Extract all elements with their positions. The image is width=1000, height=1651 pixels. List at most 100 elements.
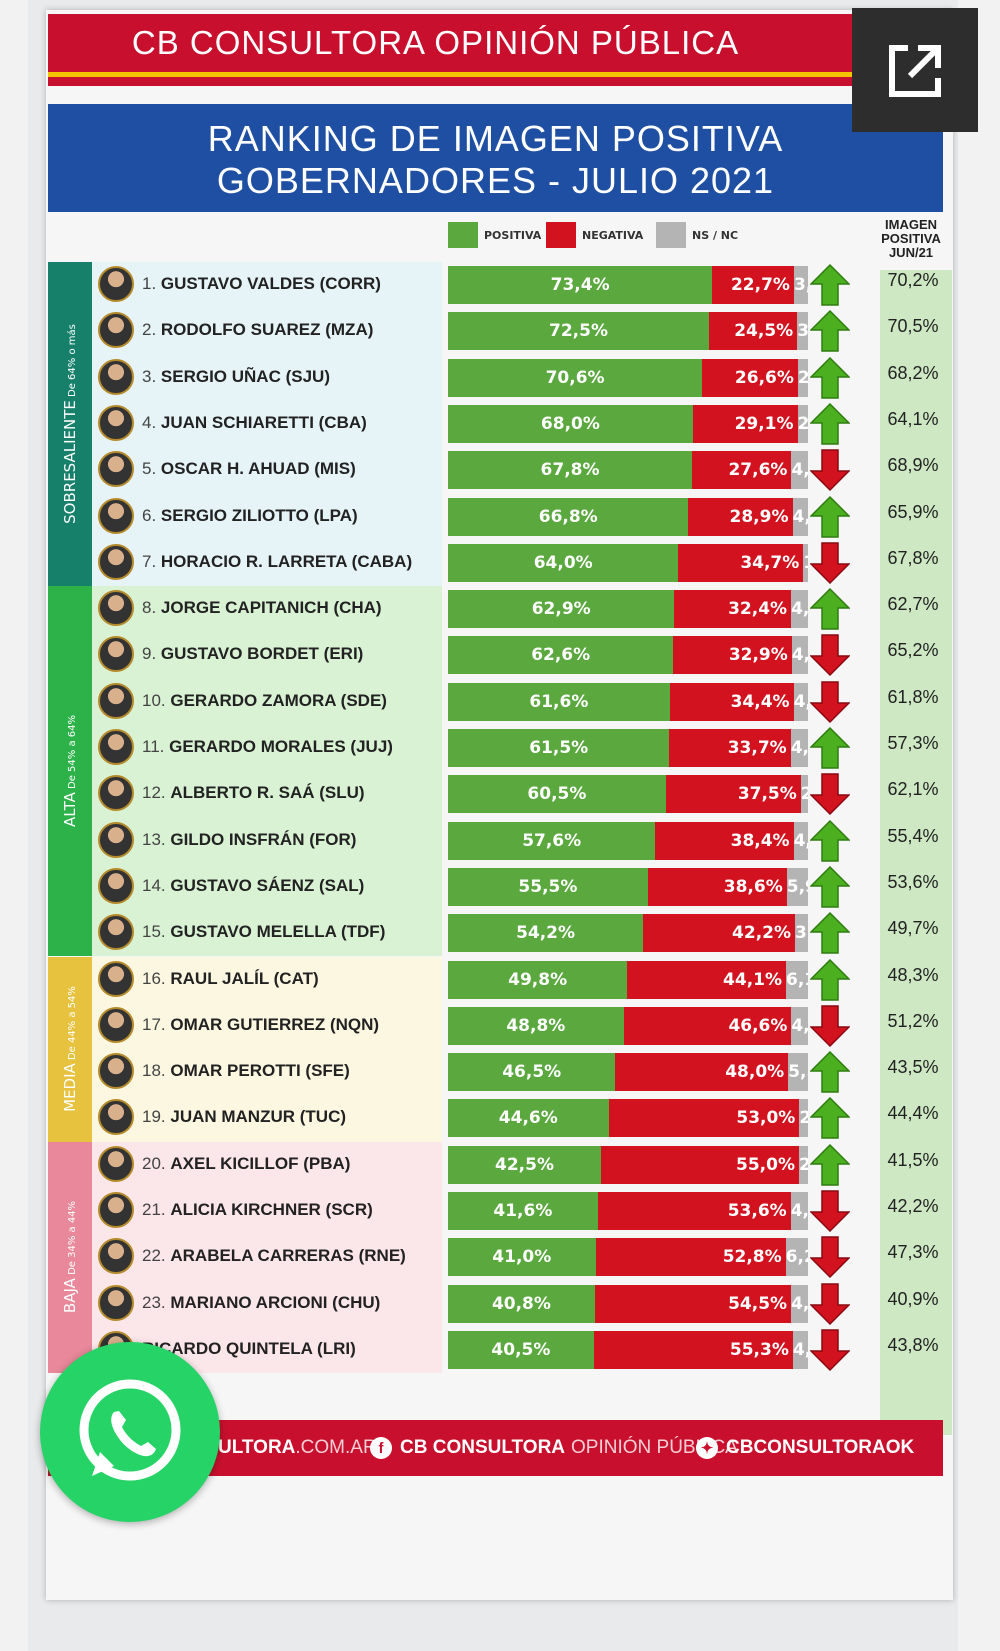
arrow-up-icon [810, 865, 850, 908]
rank-number: 8. [142, 598, 161, 618]
bar-nsnc: 4,8 [790, 729, 808, 767]
bar-positiva: 46,5% [448, 1053, 616, 1092]
rank-number: 5. [142, 459, 161, 479]
governor-name: 12. ALBERTO R. SAÁ (SLU) [142, 783, 365, 803]
rank-number: 18. [142, 1061, 171, 1081]
rank-number: 23. [142, 1292, 171, 1312]
governor-label: GUSTAVO BORDET (ERI) [160, 644, 364, 664]
legend-swatch-positiva [448, 222, 478, 248]
title-banner: RANKING DE IMAGEN POSITIVA GOBERNADORES … [48, 104, 943, 212]
bar-negativa: 22,7% [712, 266, 794, 304]
bar-positiva: 48,8% [448, 1006, 624, 1045]
rank-number: 1. [142, 274, 161, 293]
bar-nsnc: 3,9 [793, 266, 808, 304]
stacked-bar: 55,5%38,6%5,9 [448, 867, 808, 906]
governor-name: 9. GUSTAVO BORDET (ERI) [142, 644, 363, 664]
bar-positiva: 60,5% [448, 775, 666, 814]
governor-name: 11. GERARDO MORALES (JUJ) [142, 737, 393, 757]
ranking-row: 4. JUAN SCHIARETTI (CBA) 68,0%29,1%2,9 64,… [92, 401, 952, 447]
arrow-up-icon [810, 495, 850, 538]
governor-label: HORACIO R. LARRETA (CABA) [160, 551, 413, 571]
prev-imagen-value: 55,4% [887, 825, 939, 846]
avatar [98, 821, 134, 858]
governor-name: 8. JORGE CAPITANICH (CHA) [142, 598, 382, 618]
footer-facebook[interactable]: f CB CONSULTORA OPINIÓN PÚBLICA [370, 1437, 738, 1459]
ranking-row: 3. SERGIO UÑAC (SJU) 70,6%26,6%2,8 68,2% [92, 355, 952, 401]
footer-website[interactable]: ULTORA.COM.AR [218, 1437, 377, 1459]
whatsapp-icon [79, 1379, 181, 1481]
ranking-row: 23. MARIANO ARCIONI (CHU)40,8%54,5%4,740… [92, 1281, 952, 1327]
bar-negativa: 54,5% [594, 1284, 792, 1323]
expand-button[interactable] [852, 8, 978, 132]
governor-name: 13. GILDO INSFRÁN (FOR) [142, 830, 356, 850]
legend-swatch-nsnc [656, 222, 686, 248]
governor-label: JUAN SCHIARETTI (CBA) [160, 412, 367, 432]
prev-imagen-value: 65,9% [887, 501, 939, 522]
stacked-bar: 49,8%44,1%6,1 [448, 960, 808, 999]
bar-positiva: 49,8% [448, 960, 628, 999]
bar-positiva: 40,5% [448, 1330, 594, 1369]
governor-label: ALBERTO R. SAÁ (SLU) [170, 783, 365, 803]
whatsapp-button[interactable] [40, 1342, 220, 1522]
bar-positiva: 61,5% [448, 729, 670, 767]
bar-positiva: 62,6% [448, 636, 674, 675]
bar-negativa: 38,4% [655, 821, 794, 860]
rank-number: 17. [142, 1014, 171, 1034]
arrow-up-icon [810, 1097, 850, 1140]
bar-positiva: 42,5% [448, 1145, 601, 1184]
arrow-down-icon [810, 1282, 850, 1325]
avatar [98, 590, 134, 627]
bar-nsnc: 4,3 [792, 497, 808, 536]
prev-imagen-value: 51,2% [887, 1010, 939, 1031]
bar-nsnc: 5,5 [788, 1053, 808, 1092]
governor-name: 22. ARABELA CARRERAS (RNE) [142, 1246, 406, 1266]
bar-nsnc: 4,5 [791, 636, 808, 675]
bar-negativa: 26,6% [702, 358, 798, 397]
legend-label-nsnc: NS / NC [692, 228, 739, 242]
avatar [98, 1238, 134, 1275]
governor-label: ALICIA KIRCHNER (SCR) [170, 1200, 373, 1219]
bar-nsnc: 6,1 [786, 960, 808, 999]
stacked-bar: 68,0%29,1%2,9 [448, 404, 808, 443]
bar-nsnc: 1,3 [803, 543, 808, 582]
rank-number: 3. [142, 366, 161, 386]
arrow-down-icon [810, 542, 850, 584]
bar-negativa: 53,6% [597, 1192, 791, 1230]
band-label: ALTA De 54% a 64% [61, 715, 79, 827]
bar-negativa: 33,7% [669, 729, 791, 767]
bar-nsnc: 4,0 [793, 821, 808, 860]
prev-imagen-value: 70,5% [887, 316, 939, 337]
ranking-row: 16. RAUL JALÍL (CAT) 49,8%44,1%6,1 48,3% [92, 957, 952, 1003]
prev-imagen-value: 40,9% [887, 1288, 939, 1309]
stacked-bar: 41,6%53,6%4,8 [448, 1192, 808, 1230]
prev-imagen-value: 62,7% [887, 594, 939, 615]
arrow-up-icon [810, 1143, 850, 1186]
ranking-row: 22. ARABELA CARRERAS (RNE)41,0%52,8%6,24… [92, 1234, 952, 1280]
governor-label: GUSTAVO MELELLA (TDF) [170, 922, 386, 942]
bar-nsnc: 4,2 [792, 1330, 808, 1369]
rank-number: 4. [142, 412, 161, 432]
bar-negativa: 53,0% [608, 1099, 800, 1138]
bar-negativa: 34,7% [678, 543, 804, 582]
bar-negativa: 52,8% [595, 1238, 786, 1277]
governor-name: 14. GUSTAVO SÁENZ (SAL) [142, 876, 364, 896]
governor-name: 18. OMAR PEROTTI (SFE) [142, 1061, 350, 1081]
avatar [98, 1099, 134, 1136]
twitter-icon: ✦ [696, 1437, 718, 1459]
stacked-bar: 61,5%33,7%4,8 [448, 729, 808, 767]
footer-twitter[interactable]: ✦ CBCONSULTORAOK [696, 1437, 914, 1459]
band-label-range: De 64% o más [67, 324, 79, 401]
rank-number: 21. [142, 1200, 171, 1219]
bar-negativa: 38,6% [647, 867, 787, 906]
bar-nsnc: 4,7 [791, 590, 808, 629]
ranking-row: 13. GILDO INSFRÁN (FOR) 57,6%38,4%4,0 55,4… [92, 818, 952, 864]
bar-nsnc: 5,9 [786, 867, 808, 906]
band-label-range: De 54% a 64% [67, 715, 78, 793]
governor-label: GILDO INSFRÁN (FOR) [170, 829, 357, 849]
governor-name: 1. GUSTAVO VALDES (CORR) [142, 274, 381, 294]
bar-negativa: 37,5% [665, 775, 801, 814]
legend-swatch-negativa [546, 222, 576, 248]
ranking-row: 21. ALICIA KIRCHNER (SCR) 41,6%53,6%4,8 42… [92, 1188, 952, 1234]
band-background [92, 956, 442, 1142]
stacked-bar: 42,5%55,0%2,5 [448, 1145, 808, 1184]
